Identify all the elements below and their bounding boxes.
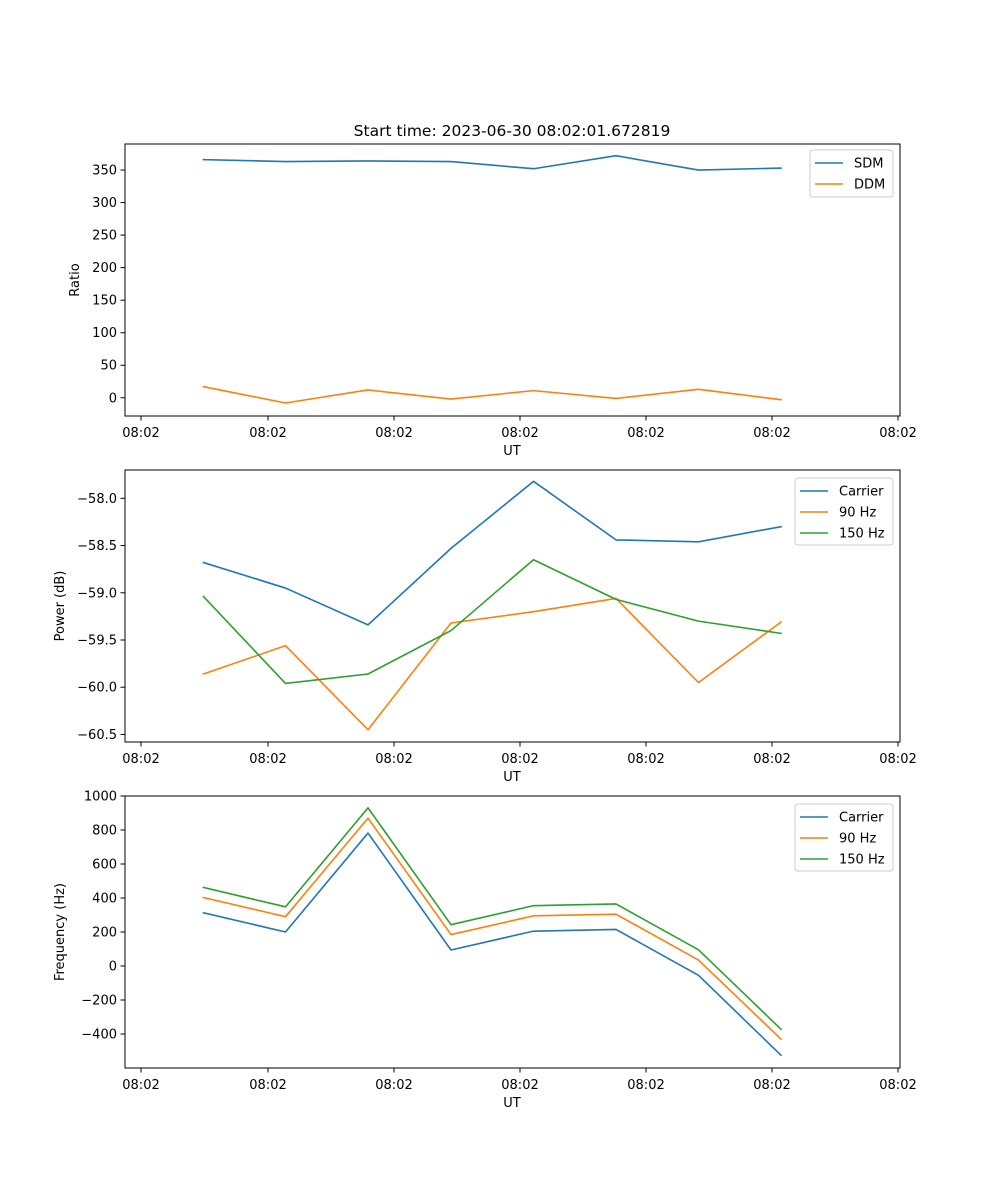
- legend-label: Carrier: [839, 811, 884, 826]
- x-tick-label: 08:02: [249, 752, 286, 767]
- y-tick-label: 300: [92, 196, 117, 211]
- legend-label: DDM: [854, 178, 885, 193]
- y-tick-label: −200: [81, 994, 117, 1009]
- legend-label: 90 Hz: [839, 832, 876, 847]
- legend-label: Carrier: [839, 485, 884, 500]
- series-line-carrier: [202, 480, 782, 626]
- axes-frame: [124, 469, 901, 743]
- y-tick-label: 100: [92, 326, 117, 341]
- series-line-150-hz: [202, 558, 782, 685]
- y-tick-label: 350: [92, 164, 117, 179]
- x-tick-label: 08:02: [879, 426, 916, 441]
- ratio-panel: 08:02 08:02 08:02 08:02 08:02 08:02 08:02 0 50 10…: [68, 143, 917, 459]
- x-tick-label: 08:02: [122, 1078, 159, 1093]
- x-tick-label: 08:02: [249, 1078, 286, 1093]
- y-tick-label: 1000: [84, 790, 117, 805]
- legend-box: [794, 477, 894, 546]
- legend-label: 150 Hz: [839, 853, 885, 868]
- x-tick-label: 08:02: [753, 426, 790, 441]
- x-tick-label: 08:02: [753, 752, 790, 767]
- y-tick-label: −400: [81, 1028, 117, 1043]
- x-axis-label: UT: [503, 1096, 521, 1111]
- y-tick-label: −58.5: [77, 539, 117, 554]
- x-tick-label: 08:02: [501, 426, 538, 441]
- x-tick-label: 08:02: [122, 426, 159, 441]
- y-tick-label: −60.0: [77, 681, 117, 696]
- x-axis-label: UT: [503, 444, 521, 459]
- series-line-carrier: [202, 832, 783, 1057]
- legend: Carrier 90 Hz 150 Hz: [794, 803, 894, 872]
- x-tick-label: 08:02: [375, 1078, 412, 1093]
- legend-box: [809, 149, 894, 198]
- y-tick-label: −59.5: [77, 634, 117, 649]
- legend: SDM DDM: [809, 149, 894, 198]
- y-axis-label: Ratio: [68, 263, 83, 296]
- axes-frame: [124, 143, 901, 417]
- x-tick-label: 08:02: [879, 752, 916, 767]
- y-tick-label: 0: [109, 960, 117, 975]
- y-tick-label: 0: [109, 391, 117, 406]
- legend: Carrier 90 Hz 150 Hz: [794, 477, 894, 546]
- series-line-90-hz: [202, 597, 783, 731]
- y-tick-label: −59.0: [77, 586, 117, 601]
- frequency-panel: 08:02 08:02 08:02 08:02 08:02 08:02 08:02 −400 −…: [53, 790, 917, 1112]
- legend-label: 90 Hz: [839, 506, 876, 521]
- x-tick-label: 08:02: [375, 752, 412, 767]
- x-tick-label: 08:02: [627, 752, 664, 767]
- series-line-sdm: [202, 154, 782, 171]
- y-tick-label: 200: [92, 926, 117, 941]
- x-tick-label: 08:02: [375, 426, 412, 441]
- x-tick-label: 08:02: [627, 426, 664, 441]
- y-tick-label: 50: [100, 359, 117, 374]
- y-tick-label: −60.5: [77, 728, 117, 743]
- y-tick-label: 250: [92, 229, 117, 244]
- x-tick-label: 08:02: [627, 1078, 664, 1093]
- x-tick-label: 08:02: [501, 752, 538, 767]
- y-axis-label: Power (dB): [53, 571, 68, 642]
- series-line-90-hz: [202, 817, 783, 1041]
- legend-box: [794, 803, 894, 872]
- chart-title: Start time: 2023-06-30 08:02:01.672819: [354, 122, 671, 140]
- y-tick-label: 800: [92, 824, 117, 839]
- series-line-150-hz: [202, 807, 783, 1031]
- x-tick-label: 08:02: [753, 1078, 790, 1093]
- y-axis-label: Frequency (Hz): [53, 883, 68, 981]
- x-tick-label: 08:02: [879, 1078, 916, 1093]
- series-line-ddm: [202, 385, 782, 404]
- legend-label: 150 Hz: [839, 527, 885, 542]
- y-tick-label: 150: [92, 294, 117, 309]
- y-tick-label: 600: [92, 858, 117, 873]
- x-tick-label: 08:02: [122, 752, 159, 767]
- x-tick-label: 08:02: [501, 1078, 538, 1093]
- y-tick-label: 400: [92, 892, 117, 907]
- x-axis-label: UT: [503, 770, 521, 785]
- power-panel: 08:02 08:02 08:02 08:02 08:02 08:02 08:02 −60.5…: [53, 469, 917, 785]
- y-tick-label: 200: [92, 261, 117, 276]
- legend-label: SDM: [854, 157, 883, 172]
- y-tick-label: −58.0: [77, 492, 117, 507]
- x-tick-label: 08:02: [249, 426, 286, 441]
